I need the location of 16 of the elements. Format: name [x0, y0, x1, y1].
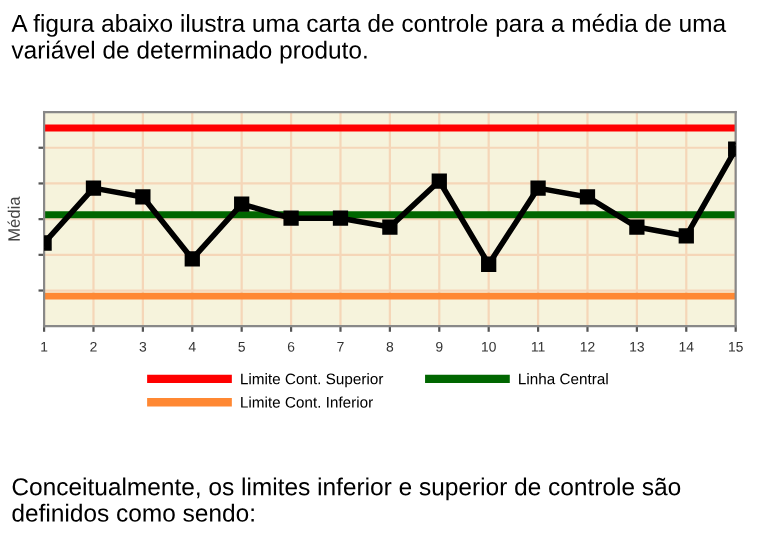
point [382, 219, 398, 235]
chart-title: A figura abaixo ilustra uma carta de controle para a média de uma variável de determinado produto. [11, 13, 727, 64]
point [184, 251, 200, 267]
point [85, 180, 102, 196]
point [234, 196, 250, 212]
point [678, 228, 694, 244]
point [431, 173, 447, 189]
y-axis-title: Média [7, 196, 20, 241]
text: Conceitualmente, os limites inferior e superior de controle são definidos como sendo: [12, 477, 681, 522]
point [332, 210, 349, 226]
point [530, 180, 546, 196]
point [629, 219, 645, 235]
point [481, 256, 497, 272]
point [283, 210, 299, 226]
point [579, 189, 596, 205]
point [135, 189, 151, 205]
